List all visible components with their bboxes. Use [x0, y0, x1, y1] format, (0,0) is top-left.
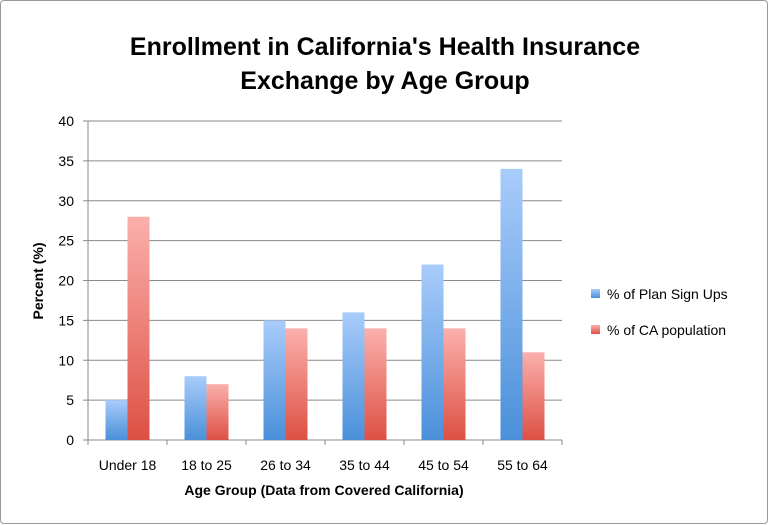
bar-plan-sign-ups [105, 400, 128, 440]
bar-plan-sign-ups [500, 168, 523, 440]
x-tick-label: 18 to 25 [181, 457, 232, 473]
y-tick-label: 25 [58, 233, 74, 249]
bar-plan-sign-ups [184, 376, 207, 440]
x-tick-label: Under 18 [99, 457, 157, 473]
y-tick-label: 10 [58, 352, 74, 368]
x-tick-label: 55 to 64 [497, 457, 548, 473]
y-tick-label: 35 [58, 153, 74, 169]
legend-label: % of Plan Sign Ups [607, 286, 728, 302]
legend-label: % of CA population [607, 322, 726, 338]
y-tick-label: 20 [58, 273, 74, 289]
bar-ca-population [285, 328, 308, 440]
bar-ca-population [443, 328, 466, 440]
bar-plan-sign-ups [421, 264, 444, 440]
x-tick-label: 45 to 54 [418, 457, 469, 473]
x-tick-label: 26 to 34 [260, 457, 311, 473]
x-tick-label: 35 to 44 [339, 457, 390, 473]
bar-ca-population [522, 352, 545, 440]
y-axis-label: Percent (%) [30, 242, 46, 319]
y-tick-label: 5 [66, 392, 74, 408]
y-tick-label: 15 [58, 312, 74, 328]
bar-plan-sign-ups [342, 312, 365, 440]
bar-ca-population [206, 384, 229, 440]
bar-plan-sign-ups [263, 320, 286, 440]
legend-swatch [591, 289, 600, 298]
bar-ca-population [364, 328, 387, 440]
x-axis-label: Age Group (Data from Covered California) [184, 482, 463, 498]
y-tick-label: 30 [58, 193, 74, 209]
chart-title-line-2: Exchange by Age Group [240, 67, 529, 95]
chart-title-line-1: Enrollment in California's Health Insura… [130, 33, 640, 61]
legend-swatch [591, 325, 600, 334]
y-tick-label: 40 [58, 113, 74, 129]
bar-ca-population [127, 216, 150, 440]
y-tick-label: 0 [66, 432, 74, 448]
